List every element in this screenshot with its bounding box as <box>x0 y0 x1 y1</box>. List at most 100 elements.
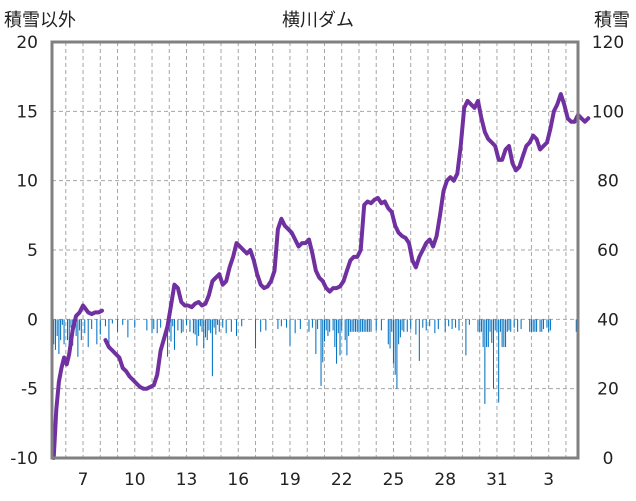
bar <box>70 319 72 328</box>
bar <box>329 319 331 332</box>
right-tick-label: 40 <box>597 310 619 330</box>
bar <box>156 319 158 334</box>
left-tick-label: 20 <box>16 33 38 53</box>
bar <box>506 319 508 332</box>
bar <box>67 319 69 341</box>
bar <box>265 319 267 331</box>
bar <box>87 319 89 348</box>
bar <box>380 319 382 331</box>
bar <box>172 319 174 327</box>
bar <box>198 319 200 336</box>
bar <box>210 319 212 334</box>
bar <box>277 319 279 330</box>
x-tick-label: 28 <box>434 470 456 490</box>
bar <box>104 319 106 327</box>
bar <box>406 319 408 332</box>
bar <box>360 319 362 332</box>
x-tick-label: 16 <box>227 470 249 490</box>
bar <box>75 319 77 336</box>
left-tick-label: -5 <box>21 380 38 400</box>
x-tick-label: 25 <box>383 470 405 490</box>
bar <box>222 319 224 328</box>
left-tick-label: 10 <box>16 172 38 192</box>
bar <box>192 319 194 334</box>
bar <box>487 319 489 348</box>
bar <box>186 319 188 325</box>
bar <box>479 319 481 332</box>
bar <box>368 319 370 332</box>
x-tick-label: 13 <box>176 470 198 490</box>
x-tick-label: 22 <box>331 470 353 490</box>
bar <box>54 319 56 350</box>
vertical-gridlines <box>65 42 567 458</box>
bar <box>355 319 357 332</box>
bar <box>203 319 205 349</box>
left-axis-label: 積雪以外 <box>4 10 76 31</box>
bar <box>480 319 482 332</box>
bar <box>394 319 396 375</box>
bar <box>108 319 110 349</box>
bar <box>336 319 338 364</box>
bar <box>429 319 431 327</box>
bar <box>127 319 129 338</box>
bar <box>280 319 282 327</box>
bar <box>153 319 155 330</box>
bar <box>111 319 113 324</box>
bar <box>289 319 291 346</box>
bar-series <box>53 319 577 404</box>
bar <box>241 319 243 327</box>
bar <box>496 319 498 332</box>
bar <box>520 319 522 330</box>
right-tick-label: 20 <box>597 380 619 400</box>
bar <box>63 319 65 345</box>
bar <box>170 319 172 342</box>
bar <box>367 319 369 332</box>
bar <box>468 319 470 325</box>
right-axis-ticks: 0 20 40 60 80 100 120 <box>592 33 624 469</box>
bar <box>173 319 175 350</box>
bar <box>146 319 148 331</box>
bar <box>206 319 208 341</box>
bar <box>517 319 519 332</box>
bar <box>425 319 427 331</box>
bar <box>308 319 310 332</box>
bar <box>361 319 363 332</box>
bar <box>122 319 124 325</box>
line-series-path <box>103 92 591 391</box>
plot-frame <box>50 40 580 460</box>
left-axis-ticks: -10 -5 0 5 10 15 20 <box>10 33 38 469</box>
bar <box>418 319 420 361</box>
bar <box>489 319 491 332</box>
x-tick-label: 3 <box>543 470 554 490</box>
bar <box>513 319 515 328</box>
bar <box>510 319 512 332</box>
bar <box>389 319 391 349</box>
bar <box>530 319 532 332</box>
bar <box>549 319 551 331</box>
bar <box>370 319 372 332</box>
bar <box>491 319 493 343</box>
bar <box>327 319 329 336</box>
right-axis-label: 積雪 <box>594 10 630 31</box>
bar <box>399 319 401 338</box>
bar <box>61 319 63 325</box>
bar <box>204 319 207 338</box>
bar <box>58 319 60 354</box>
bar <box>494 319 496 331</box>
bar <box>332 319 334 331</box>
bar <box>320 319 322 386</box>
bar <box>322 319 324 363</box>
bar <box>56 319 58 336</box>
bar <box>415 319 417 335</box>
bar <box>403 319 405 332</box>
bar <box>541 319 543 332</box>
bar <box>208 319 210 331</box>
right-tick-label: 120 <box>592 33 624 53</box>
bar <box>286 319 288 328</box>
left-tick-label: 15 <box>16 102 38 122</box>
bar <box>60 319 62 341</box>
bar <box>199 319 201 327</box>
bar <box>180 319 182 334</box>
bar <box>437 319 439 330</box>
bar <box>398 319 400 345</box>
